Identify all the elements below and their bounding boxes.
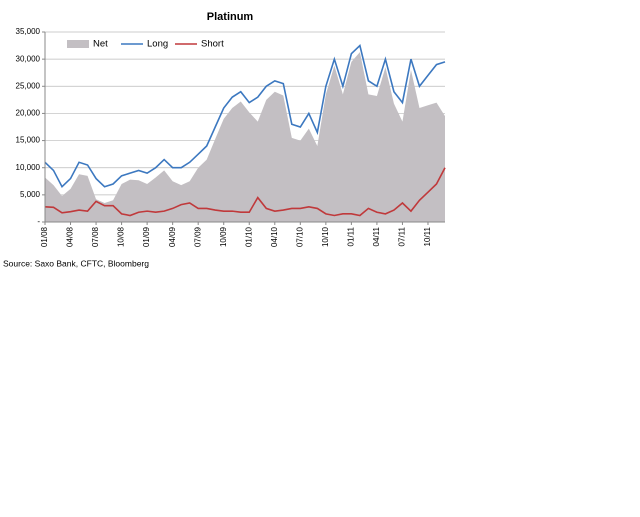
area xyxy=(45,52,445,223)
y-tick-label: 15,000 xyxy=(16,136,41,145)
x-tick-label: 10/10 xyxy=(321,226,330,247)
y-tick-label: 25,000 xyxy=(16,81,41,90)
y-tick-label: 20,000 xyxy=(16,109,41,118)
x-tick-label: 07/11 xyxy=(398,226,407,246)
x-tick-label: 07/09 xyxy=(193,226,202,247)
source-note: Source: Saxo Bank, CFTC, Bloomberg xyxy=(3,258,149,268)
legend-label: Net xyxy=(93,39,108,50)
y-tick-label: - xyxy=(37,217,40,226)
y-tick-label: 5,000 xyxy=(20,190,41,199)
y-tick-label: 35,000 xyxy=(16,27,41,36)
x-tick-label: 07/10 xyxy=(295,226,304,247)
legend-swatch xyxy=(67,40,89,48)
x-tick-label: 04/09 xyxy=(168,226,177,247)
x-tick-label: 01/08 xyxy=(40,226,49,247)
x-tick-label: 04/11 xyxy=(372,226,381,246)
legend-label: Short xyxy=(201,39,224,50)
line xyxy=(44,44,446,189)
x-tick-label: 01/10 xyxy=(244,226,253,247)
x-tick-label: 04/08 xyxy=(66,226,75,247)
x-tick-label: 01/11 xyxy=(346,226,355,246)
chart-title: Platinum xyxy=(207,11,254,23)
line xyxy=(44,167,446,217)
legend-label: Long xyxy=(147,39,168,50)
x-tick-label: 10/09 xyxy=(219,226,228,247)
x-tick-label: 10/11 xyxy=(423,226,432,246)
x-tick-label: 10/08 xyxy=(117,226,126,247)
y-tick-label: 10,000 xyxy=(16,163,41,172)
x-tick-label: 07/08 xyxy=(91,226,100,247)
x-tick-label: 01/09 xyxy=(142,226,151,247)
x-tick-label: 04/10 xyxy=(270,226,279,247)
y-tick-label: 30,000 xyxy=(16,54,41,63)
